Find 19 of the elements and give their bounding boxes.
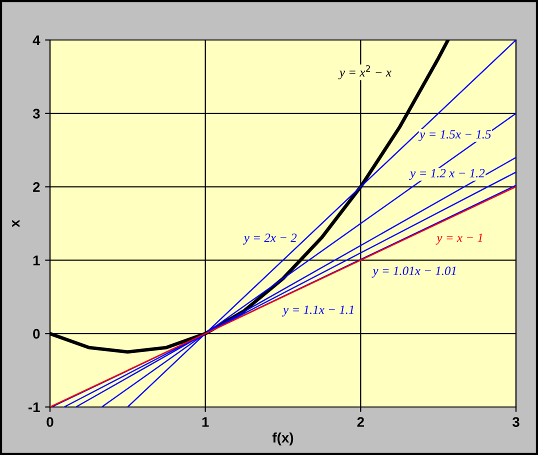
series-label: y = x − 1 — [436, 234, 482, 245]
y-tick-label: 3 — [32, 108, 40, 119]
text: y = x$^{2}$ − x — [338, 65, 392, 80]
x-tick-label: 3 — [512, 417, 520, 427]
series-label: y = 1.1x − 1.1 — [282, 306, 354, 317]
x-tick-label: 0 — [46, 417, 54, 427]
y-tick-label: 1 — [33, 256, 40, 266]
y-tick-label: -1 — [28, 402, 40, 412]
series-label: y = 2x − 2 — [242, 234, 297, 245]
y-tick-label: 4 — [32, 35, 40, 46]
x-tick-label: 1 — [202, 417, 209, 427]
y-tick-label: 2 — [33, 182, 40, 192]
series-label: y = 1.5x − 1.5 — [418, 130, 491, 142]
x-tick-label: 2 — [357, 417, 364, 427]
x-axis-title: f(x) — [272, 432, 294, 446]
y-tick-label: 0 — [33, 328, 40, 339]
y-axis-title: x — [12, 220, 20, 228]
series-label: y = 1.01x − 1.01 — [372, 266, 456, 278]
series-label: y = 1.2 x − 1.2 — [409, 169, 485, 180]
